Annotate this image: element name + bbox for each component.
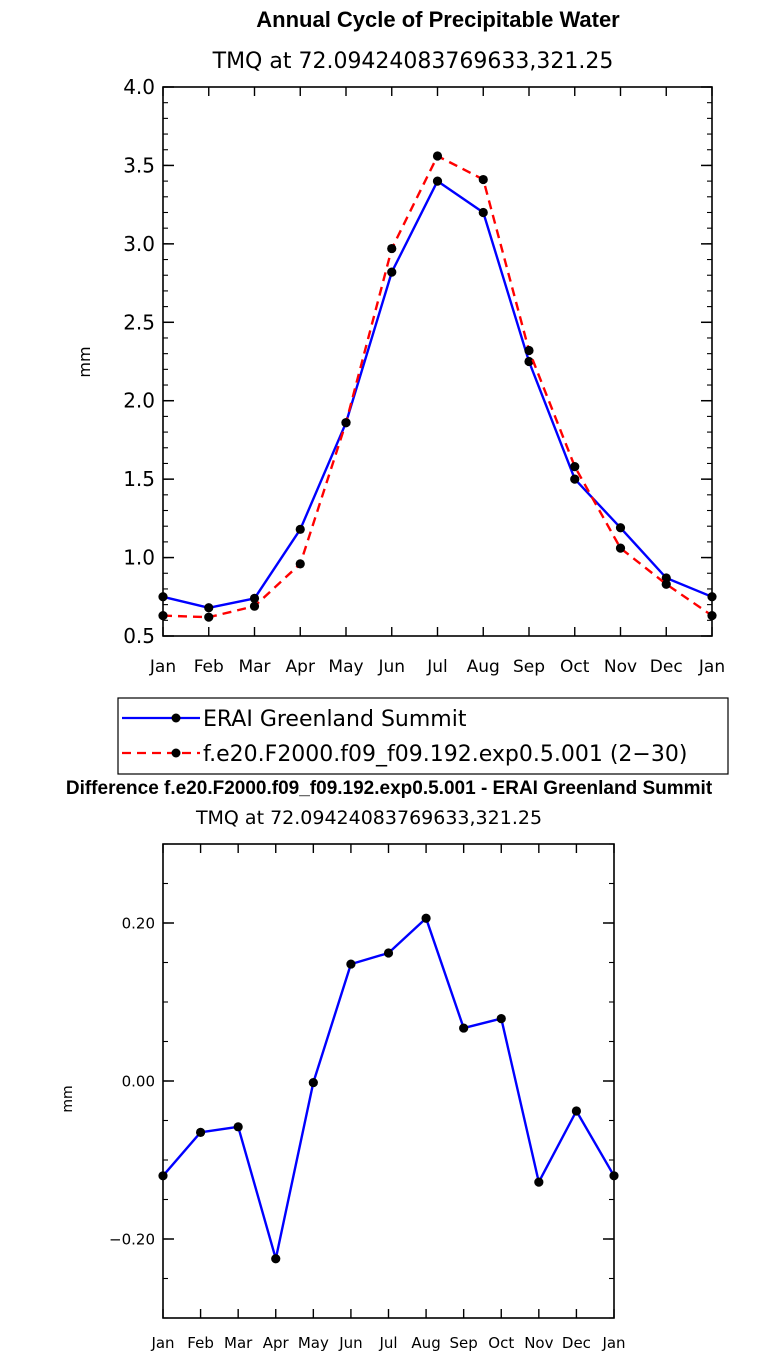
chart1-xtick-label: Jan — [698, 657, 725, 677]
legend-label-model: f.e20.F2000.f09_f09.192.exp0.5.001 (2−30… — [203, 742, 687, 767]
chart2-series-0-point — [534, 1177, 544, 1187]
chart2-subtitle: TMQ at 72.09424083769633,321.25 — [195, 807, 542, 829]
chart2-series-0-point — [496, 1013, 506, 1024]
chart1-series-0-point — [432, 176, 443, 186]
chart1-series-0-point — [158, 592, 168, 602]
chart1-series-0-point — [524, 356, 534, 367]
chart1-series-0-point — [249, 593, 260, 603]
chart2-series-0-point — [459, 1023, 469, 1033]
chart2-ylabel: mm — [60, 1085, 76, 1112]
chart1-xtick-label: Apr — [286, 657, 315, 677]
chart2-ytick-label: −0.20 — [109, 1230, 155, 1248]
chart1-series-0-point — [295, 524, 305, 534]
chart2-series-0-point — [271, 1254, 281, 1264]
legend-marker-erai — [171, 713, 181, 723]
chart1-ytick-label: 2.0 — [123, 389, 155, 413]
chart1-subtitle: TMQ at 72.09424083769633,321.25 — [212, 49, 614, 74]
chart1-ytick-label: 3.0 — [123, 232, 155, 256]
legend-label-erai: ERAI Greenland Summit — [203, 707, 467, 732]
chart2-series-0-point — [158, 1171, 168, 1181]
chart1-legend-box — [117, 697, 729, 775]
chart2-xtick-label: Jan — [601, 1334, 625, 1352]
chart1-xtick-label: Jun — [377, 657, 405, 677]
chart2-xtick-label: Dec — [562, 1334, 591, 1352]
chart2-xtick-label: Mar — [224, 1334, 253, 1352]
chart2-series-0-point — [383, 948, 394, 958]
chart1-ytick-label: 4.0 — [123, 75, 155, 99]
chart1-ytick-label: 1.5 — [123, 467, 155, 491]
chart1-series-1-point — [387, 243, 397, 254]
chart1-series-1-point — [204, 612, 214, 622]
chart2-xtick-label: Sep — [450, 1334, 478, 1352]
chart1-xtick-label: Feb — [194, 657, 224, 677]
chart2-series-0-point — [571, 1106, 582, 1116]
chart1-series-0-point — [615, 523, 626, 533]
chart2-xtick-label: Nov — [524, 1334, 553, 1352]
chart2-ytick-label: 0.00 — [122, 1072, 155, 1090]
chart1-series-1-point — [295, 559, 305, 569]
chart1-ytick-label: 0.5 — [123, 624, 155, 648]
chart1-series-1-line — [162, 154, 713, 619]
chart1-series-0-point — [478, 207, 488, 218]
chart1-series-1-point — [478, 174, 488, 185]
chart2-series-0-point — [195, 1127, 206, 1137]
chart2-series-0-point — [346, 959, 356, 969]
chart1-xtick-label: Oct — [560, 657, 590, 677]
chart2-xtick-label: Aug — [411, 1334, 440, 1352]
chart1-series-1-point — [158, 611, 168, 621]
chart1-ylabel: mm — [75, 346, 94, 377]
chart2-xtick-label: Jun — [338, 1334, 362, 1352]
chart1-title: Annual Cycle of Precipitable Water — [256, 7, 620, 32]
chart1-series-0-point — [707, 592, 717, 602]
chart2-plot-frame — [162, 843, 615, 1319]
chart2-xtick-label: Feb — [187, 1334, 214, 1352]
chart1-series-1-point — [341, 418, 351, 428]
chart1-series-0-point — [387, 267, 397, 277]
chart1-series-1-point — [707, 611, 717, 621]
chart1-series-1-point — [524, 345, 534, 356]
legend-marker-model — [171, 748, 181, 758]
chart1-xtick-label: Jul — [426, 657, 448, 677]
chart2-xtick-label: May — [298, 1334, 329, 1352]
chart2-ytick-label: 0.20 — [122, 914, 155, 932]
chart1-series-1-point — [570, 461, 580, 472]
chart1-xtick-label: May — [328, 657, 363, 677]
chart1-ytick-label: 2.5 — [123, 310, 155, 334]
chart2-series-0-point — [233, 1122, 243, 1132]
chart1-xtick-label: Aug — [467, 657, 500, 677]
chart1-xtick-label: Jan — [149, 657, 176, 677]
chart1-ytick-label: 1.0 — [123, 546, 155, 570]
chart1-series-1-point — [615, 543, 626, 553]
chart1-series-0-line — [162, 179, 713, 609]
chart1-xtick-label: Nov — [604, 657, 637, 677]
chart2-xtick-label: Oct — [488, 1334, 514, 1352]
chart2-series-0-point — [421, 913, 431, 923]
chart1-series-1-point — [249, 601, 260, 611]
chart2-series-0-point — [308, 1077, 318, 1088]
chart1-xtick-label: Dec — [650, 657, 683, 677]
chart1-ytick-label: 3.5 — [123, 153, 155, 177]
chart1-xtick-label: Sep — [513, 657, 545, 677]
chart1-series-1-point — [661, 579, 671, 589]
chart1-series-0-point — [204, 603, 214, 613]
chart2-xtick-label: Apr — [263, 1334, 290, 1352]
chart1-series-0-point — [570, 474, 580, 484]
chart1-xtick-label: Mar — [238, 657, 270, 677]
chart1-series-1-point — [432, 151, 443, 161]
chart2-title: Difference f.e20.F2000.f09_f09.192.exp0.… — [66, 778, 713, 799]
chart2-xtick-label: Jul — [378, 1334, 397, 1352]
chart1-plot-frame — [162, 86, 713, 637]
chart2-series-0-line — [162, 917, 616, 1261]
chart2-series-0-point — [609, 1171, 619, 1181]
chart2-xtick-label: Jan — [150, 1334, 174, 1352]
